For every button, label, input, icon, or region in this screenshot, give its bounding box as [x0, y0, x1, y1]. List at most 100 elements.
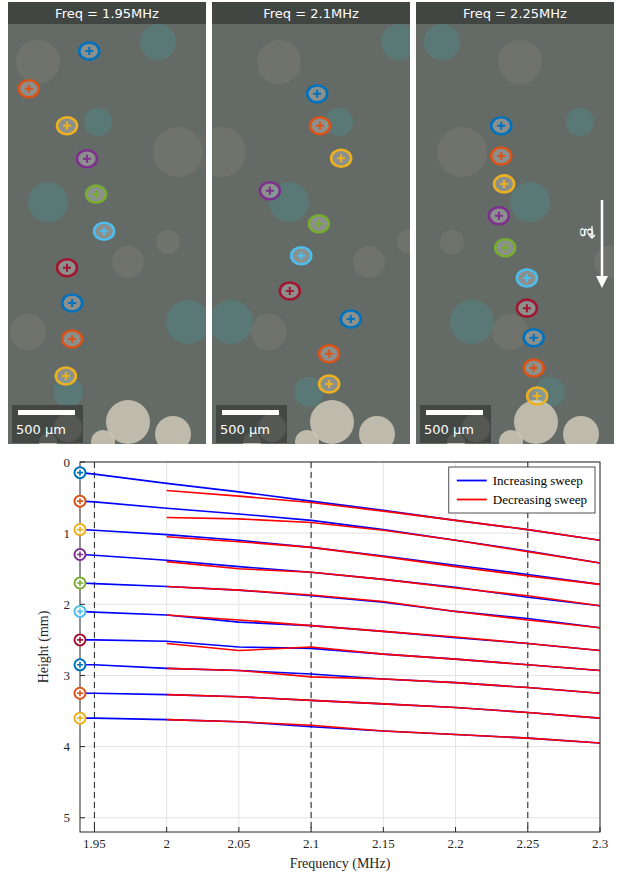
x-tick — [455, 827, 456, 832]
particle — [260, 182, 280, 199]
start-marker — [75, 549, 86, 560]
particle-cross — [325, 350, 333, 358]
scale-bar — [222, 410, 279, 415]
particle-cross — [63, 264, 71, 272]
legend-label: Increasing sweep — [493, 473, 583, 488]
sweep-line — [80, 718, 600, 743]
particle — [62, 295, 82, 312]
particle-ring — [491, 117, 511, 134]
particle — [19, 80, 39, 97]
particle-ring — [62, 295, 82, 312]
legend-swatch — [457, 499, 487, 501]
particle-cross — [347, 315, 355, 323]
particle — [77, 150, 97, 167]
marker-circle — [75, 659, 86, 670]
marker-cross — [77, 552, 83, 558]
particle-cross — [68, 299, 76, 307]
start-marker — [75, 659, 86, 670]
gravity-arrowhead — [596, 276, 608, 288]
marker-circle — [75, 549, 86, 560]
marker-circle — [75, 496, 86, 507]
x-tick — [238, 827, 239, 832]
x-tick-label: 1.95 — [83, 836, 106, 851]
particle — [291, 247, 311, 264]
bokeh — [437, 127, 487, 177]
start-marker — [75, 606, 86, 617]
particle-cross — [62, 372, 70, 380]
photo-panel — [212, 2, 410, 444]
bokeh — [212, 127, 246, 177]
particle — [57, 117, 77, 134]
bokeh — [498, 40, 542, 84]
marker-cross — [77, 608, 83, 614]
y-tick-label: 1 — [64, 526, 71, 541]
marker-circle — [75, 524, 86, 535]
sweep-line — [80, 693, 600, 718]
particle-cross — [523, 304, 531, 312]
settled-particle — [563, 416, 599, 444]
marker-cross — [77, 470, 83, 476]
marker-circle — [75, 713, 86, 724]
bokeh — [381, 24, 410, 60]
scale-bar-label: 500 µm — [16, 422, 66, 437]
sweep-line — [80, 665, 600, 693]
sweep-line — [167, 490, 600, 540]
particle — [307, 85, 327, 102]
x-tick — [383, 827, 384, 832]
scale-bar-label: 500 µm — [424, 422, 474, 437]
particle-cross — [501, 244, 509, 252]
sweep-line — [80, 611, 600, 650]
grid-line-y — [80, 817, 600, 818]
photo-panel — [8, 2, 206, 444]
particle-ring — [495, 239, 515, 256]
settled-particle — [295, 430, 319, 444]
particle — [331, 150, 351, 167]
y-axis-title: Height (mm) — [36, 610, 52, 683]
particle — [517, 269, 537, 286]
particle — [489, 207, 509, 224]
sweep-line — [167, 537, 600, 585]
bokeh — [566, 108, 594, 136]
particle — [491, 117, 511, 134]
y-tick — [80, 462, 85, 463]
marker-cross — [77, 662, 83, 668]
x-tick — [600, 827, 601, 832]
particle — [517, 300, 537, 317]
grid-line-y — [80, 604, 600, 605]
particle-ring — [491, 147, 511, 164]
grid-line-x — [94, 462, 95, 832]
particle-ring — [524, 329, 544, 346]
scale-bar — [18, 410, 75, 415]
y-tick-label: 4 — [64, 739, 71, 754]
x-tick-label: 2.15 — [372, 836, 395, 851]
sweep-line — [80, 583, 600, 628]
particle-cross — [315, 220, 323, 228]
particle-cross — [266, 187, 274, 195]
particle-cross — [297, 252, 305, 260]
grid-line-x — [455, 462, 456, 832]
start-marker — [75, 524, 86, 535]
scale-bar-ground — [216, 405, 287, 443]
particle — [56, 367, 76, 384]
bokeh — [397, 230, 410, 254]
gravity-vector-sign — [589, 226, 595, 238]
particle-cross — [530, 334, 538, 342]
particle-ring — [309, 215, 329, 232]
legend-swatch — [457, 480, 487, 482]
bokeh — [510, 182, 550, 222]
bokeh — [28, 182, 68, 222]
particle-cross — [85, 47, 93, 55]
particle-cross — [523, 274, 531, 282]
particle-ring — [280, 283, 300, 300]
bokeh — [156, 230, 180, 254]
particle-cross — [313, 90, 321, 98]
particle-cross — [286, 287, 294, 295]
settled-particle — [91, 430, 115, 444]
particle-ring — [319, 375, 339, 392]
scale-bar-ground — [12, 405, 83, 443]
bokeh — [10, 314, 46, 350]
start-marker — [75, 467, 86, 478]
marker-cross — [77, 715, 83, 721]
particle — [62, 330, 82, 347]
particle-cross — [92, 190, 100, 198]
